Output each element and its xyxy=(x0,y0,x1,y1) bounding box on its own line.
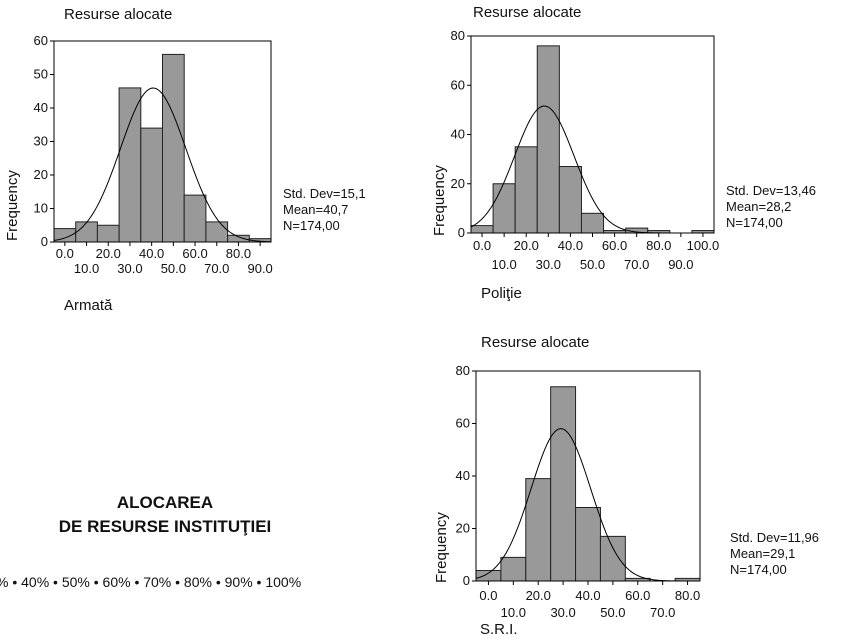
x-tick-label: 40.0 xyxy=(575,588,600,603)
x-tick-label: 60.0 xyxy=(182,246,207,261)
y-tick-label: 0 xyxy=(463,573,470,588)
histogram-bar xyxy=(580,212,605,234)
x-axis-label: Armată xyxy=(64,297,113,314)
histogram-bar xyxy=(500,556,527,582)
histogram-bar xyxy=(558,166,582,234)
x-tick-label: 80.0 xyxy=(675,588,700,603)
histogram-bar xyxy=(470,225,494,234)
x-tick-label: 20.0 xyxy=(514,238,539,253)
x-tick-label: 70.0 xyxy=(624,257,649,272)
chart-title: Resurse alocate xyxy=(64,6,173,23)
stat-n: N=174,00 xyxy=(283,218,340,233)
stat-mean: Mean=40,7 xyxy=(283,202,349,217)
histogram-bar xyxy=(599,535,626,582)
x-tick-label: 60.0 xyxy=(625,588,650,603)
y-tick-label: 20 xyxy=(456,521,470,536)
stat-n: N=174,00 xyxy=(726,215,783,230)
histogram-bar xyxy=(514,146,538,234)
x-axis-label: S.R.I. xyxy=(480,621,518,638)
y-tick-label: 80 xyxy=(451,28,465,43)
stat-std-dev: Std. Dev=15,1 xyxy=(283,186,366,201)
x-tick-label: 80.0 xyxy=(226,246,251,261)
x-tick-label: 90.0 xyxy=(247,261,272,276)
histogram-bar xyxy=(475,570,502,582)
x-tick-label: 20.0 xyxy=(526,588,551,603)
x-tick-label: 30.0 xyxy=(117,261,142,276)
histogram-bar xyxy=(205,221,229,243)
x-tick-label: 0.0 xyxy=(56,246,74,261)
stats-box: Std. Dev=13,46 Mean=28,2 N=174,00 xyxy=(726,183,816,231)
chart-title: Resurse alocate xyxy=(481,334,590,351)
normal-curve xyxy=(53,87,272,243)
y-tick-label: 50 xyxy=(34,67,48,82)
histogram-bar xyxy=(492,183,516,234)
stats-box: Std. Dev=15,1 Mean=40,7 N=174,00 xyxy=(283,186,366,234)
y-tick-label: 40 xyxy=(451,127,465,142)
y-tick-label: 60 xyxy=(34,33,48,48)
x-tick-label: 10.0 xyxy=(491,257,516,272)
plot-area: 0 20 40 60 80 0.0 20.0 40.0 60.0 80.0 100.0 10.0 30.… xyxy=(451,28,720,272)
stats-box: Std. Dev=11,96 Mean=29,1 N=174,00 xyxy=(730,530,819,578)
histogram-armata: Resurse alocate Frequency 0 10 20 30 40 50 60 0… xyxy=(0,0,366,320)
stat-std-dev: Std. Dev=11,96 xyxy=(730,530,820,545)
histogram-bar xyxy=(118,87,142,243)
y-tick-label: 20 xyxy=(34,167,48,182)
x-tick-label: 40.0 xyxy=(558,238,583,253)
plot-area: 0 10 20 30 40 50 60 0.0 20.0 40.0 60.0 80.0 10.0 30.0… xyxy=(34,33,273,276)
histogram-bar xyxy=(550,386,577,582)
x-tick-label: 40.0 xyxy=(139,246,164,261)
stat-mean: Mean=28,2 xyxy=(726,199,792,214)
x-tick-label: 70.0 xyxy=(650,605,675,620)
x-tick-label: 50.0 xyxy=(161,261,186,276)
heading-line-1: ALOCAREA xyxy=(116,493,214,512)
plot-area: 0 20 40 60 80 0.0 20.0 40.0 60.0 80.0 10.0 30.0 50.0… xyxy=(456,363,701,620)
y-tick-label: 0 xyxy=(458,225,465,240)
y-tick-label: 10 xyxy=(34,201,48,216)
histogram-sri: Resurse alocate Frequency 0 20 40 60 80 0.0 20… xyxy=(420,330,819,644)
x-tick-label: 0.0 xyxy=(473,238,491,253)
x-tick-label: 100.0 xyxy=(687,238,720,253)
histogram-bar xyxy=(162,53,185,243)
y-tick-label: 60 xyxy=(456,416,470,431)
x-tick-label: 70.0 xyxy=(204,261,229,276)
x-axis-label: Poliţie xyxy=(481,285,522,302)
histogram-bar xyxy=(140,127,164,243)
x-tick-label: 50.0 xyxy=(580,257,605,272)
y-tick-label: 60 xyxy=(451,77,465,92)
y-tick-label: 80 xyxy=(456,363,470,378)
y-tick-label: 40 xyxy=(456,468,470,483)
chart-title: Resurse alocate xyxy=(473,4,582,21)
percentage-scale: % • 40% • 50% • 60% • 70% • 80% • 90% • … xyxy=(0,574,302,590)
histogram-bar xyxy=(75,221,98,243)
x-tick-label: 0.0 xyxy=(479,588,497,603)
x-tick-label: 60.0 xyxy=(602,238,627,253)
x-tick-label: 20.0 xyxy=(96,246,121,261)
x-tick-label: 90.0 xyxy=(668,257,693,272)
stat-mean: Mean=29,1 xyxy=(730,546,796,561)
histogram-bar xyxy=(96,224,120,243)
histogram-politie: Resurse alocate Frequency 0 20 40 60 80 0.0 20… xyxy=(420,0,816,310)
y-tick-label: 30 xyxy=(34,134,48,149)
x-tick-label: 30.0 xyxy=(536,257,561,272)
y-tick-label: 40 xyxy=(34,100,48,115)
x-tick-label: 80.0 xyxy=(646,238,671,253)
stat-std-dev: Std. Dev=13,46 xyxy=(726,183,816,198)
y-tick-label: 20 xyxy=(451,176,465,191)
x-tick-label: 10.0 xyxy=(74,261,99,276)
histogram-bar xyxy=(183,194,207,243)
x-tick-label: 10.0 xyxy=(501,605,526,620)
histogram-bar xyxy=(536,45,560,234)
heading-line-2: DE RESURSE INSTITUŢIEI xyxy=(58,517,272,536)
x-tick-label: 50.0 xyxy=(600,605,625,620)
y-tick-label: 0 xyxy=(41,234,48,249)
histogram-bar xyxy=(575,507,601,582)
stat-n: N=174,00 xyxy=(730,562,787,577)
x-tick-label: 30.0 xyxy=(550,605,575,620)
